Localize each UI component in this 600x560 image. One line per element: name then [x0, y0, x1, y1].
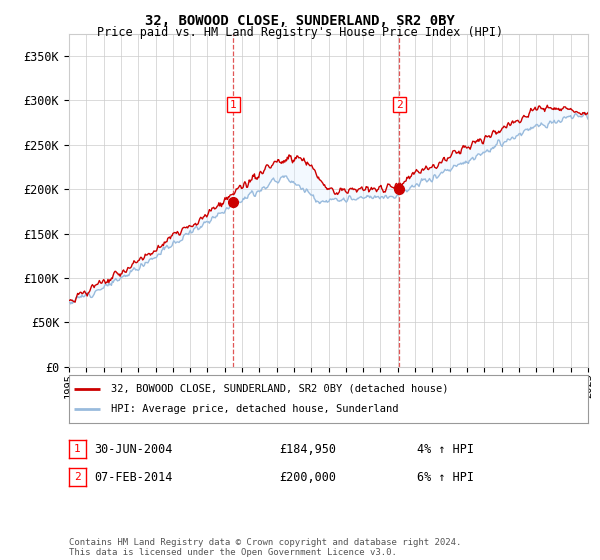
Text: 32, BOWOOD CLOSE, SUNDERLAND, SR2 0BY: 32, BOWOOD CLOSE, SUNDERLAND, SR2 0BY [145, 14, 455, 28]
Text: 2: 2 [74, 472, 81, 482]
Text: 07-FEB-2014: 07-FEB-2014 [94, 470, 173, 484]
Text: 1: 1 [230, 100, 237, 110]
Text: 30-JUN-2004: 30-JUN-2004 [94, 442, 173, 456]
Text: Contains HM Land Registry data © Crown copyright and database right 2024.
This d: Contains HM Land Registry data © Crown c… [69, 538, 461, 557]
Text: HPI: Average price, detached house, Sunderland: HPI: Average price, detached house, Sund… [110, 404, 398, 414]
Text: 4% ↑ HPI: 4% ↑ HPI [417, 442, 474, 456]
Text: Price paid vs. HM Land Registry's House Price Index (HPI): Price paid vs. HM Land Registry's House … [97, 26, 503, 39]
Text: 2: 2 [396, 100, 403, 110]
Text: 32, BOWOOD CLOSE, SUNDERLAND, SR2 0BY (detached house): 32, BOWOOD CLOSE, SUNDERLAND, SR2 0BY (d… [110, 384, 448, 394]
Text: 1: 1 [74, 444, 81, 454]
Text: £200,000: £200,000 [279, 470, 336, 484]
Text: 6% ↑ HPI: 6% ↑ HPI [417, 470, 474, 484]
Text: £184,950: £184,950 [279, 442, 336, 456]
